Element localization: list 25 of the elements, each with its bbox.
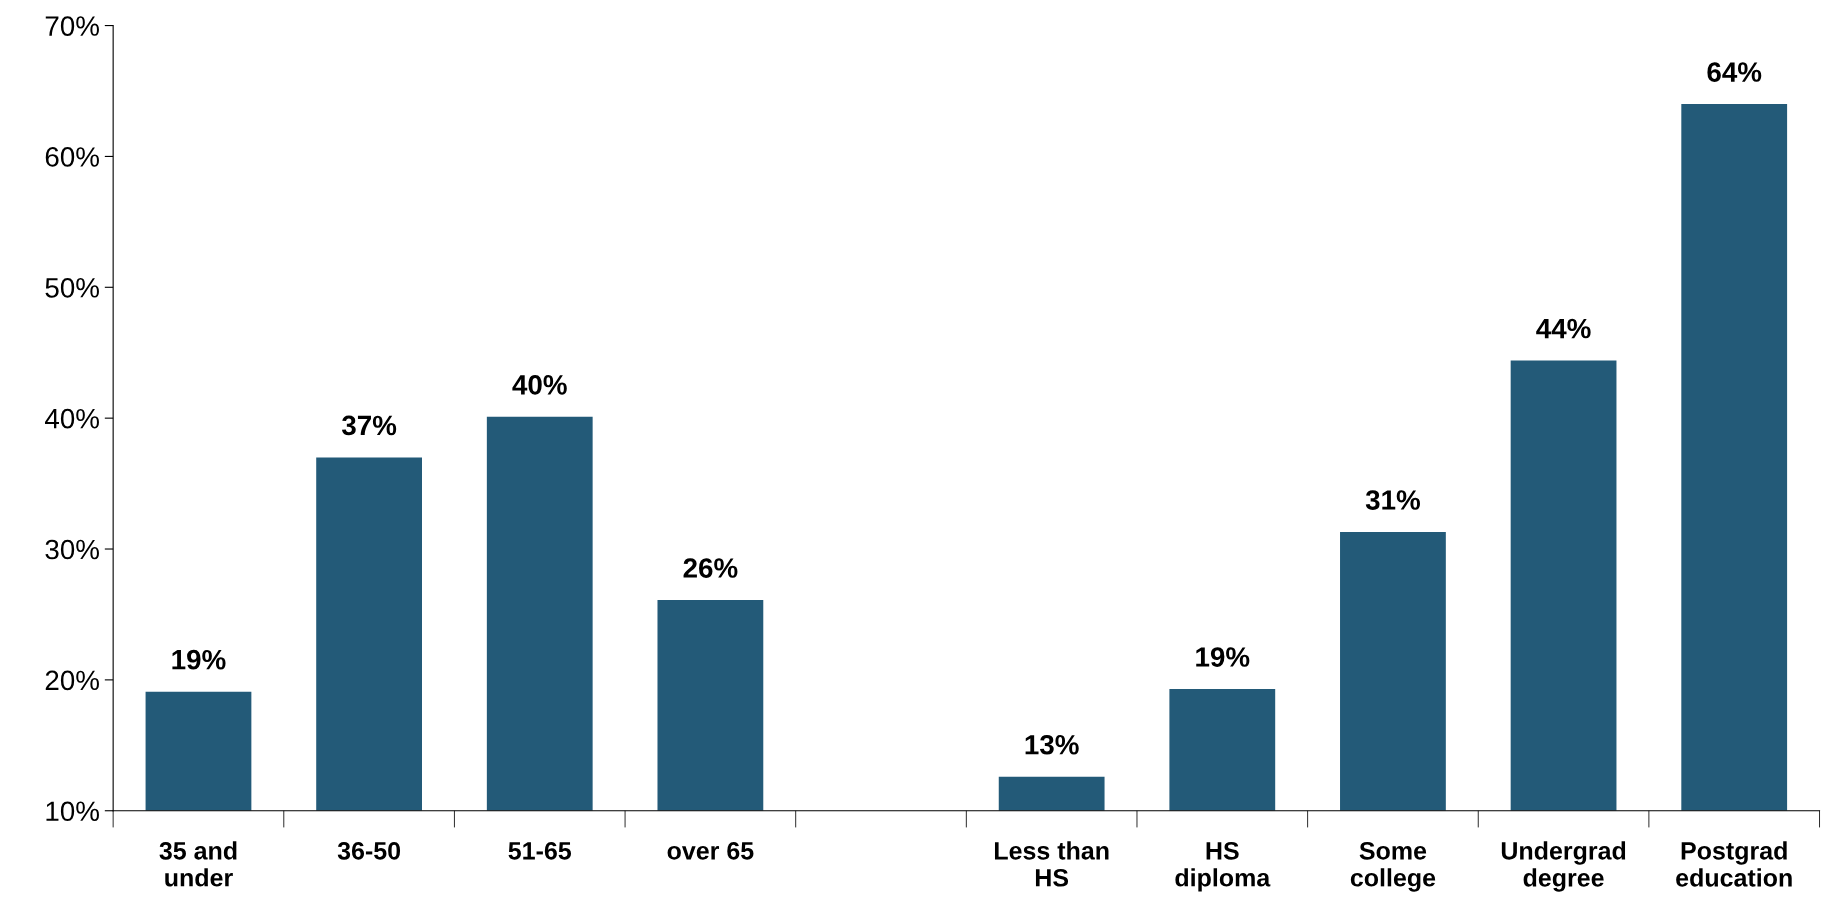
- x-tick-label: Postgrad education: [1676, 841, 1792, 887]
- x-tick-label: Undergrad degree: [1501, 841, 1626, 892]
- x-tick-label: Some college: [1350, 841, 1436, 892]
- data-label: 19%: [1196, 647, 1250, 667]
- y-tick-label: 20%: [45, 670, 99, 691]
- y-tick-label: 40%: [45, 408, 99, 429]
- x-tick-label: 35 and under: [159, 841, 237, 887]
- data-label: 31%: [1365, 490, 1420, 510]
- x-tick-label: 36-50: [337, 841, 401, 860]
- data-label: 37%: [341, 415, 397, 436]
- y-tick-label: 50%: [45, 277, 99, 298]
- x-tick-label: 51-65: [508, 841, 572, 860]
- y-tick-label: 70%: [45, 16, 99, 36]
- data-label: 26%: [683, 558, 738, 578]
- x-tick-label: Less than HS: [994, 841, 1109, 887]
- data-label: 44%: [1536, 318, 1591, 339]
- x-tick-label: over 65: [667, 841, 754, 860]
- data-label: 64%: [1707, 62, 1762, 82]
- data-label: 19%: [172, 649, 226, 670]
- y-tick-label: 10%: [46, 801, 99, 822]
- x-tick-label: HS diploma: [1175, 841, 1271, 892]
- y-tick-label: 60%: [45, 147, 99, 167]
- y-tick-label: 30%: [45, 539, 99, 560]
- data-label: 13%: [1025, 734, 1079, 755]
- data-label: 40%: [512, 375, 567, 395]
